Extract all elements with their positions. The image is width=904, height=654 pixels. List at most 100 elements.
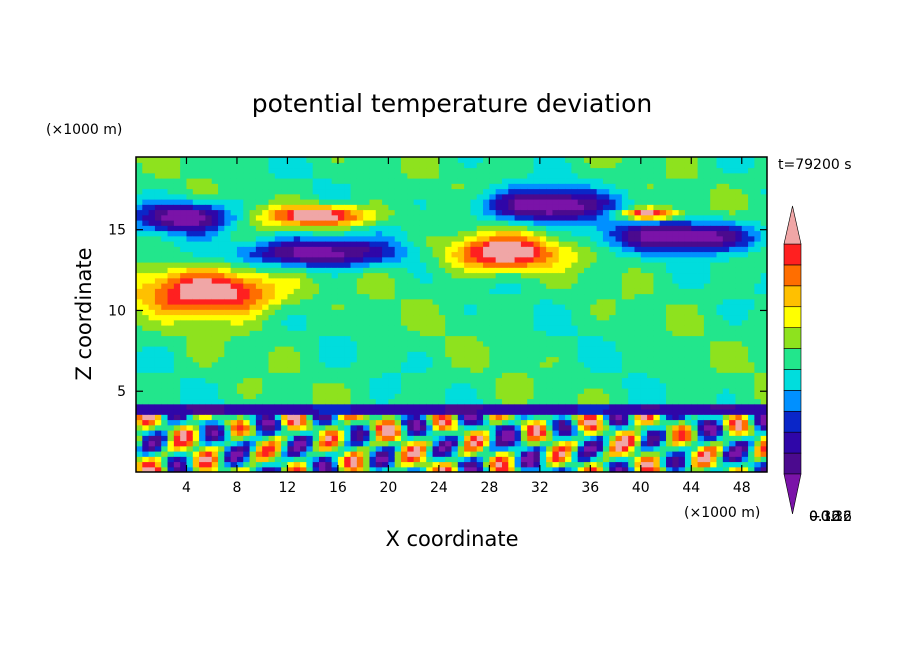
heatmap-cell (527, 241, 535, 247)
heatmap-cell (407, 304, 415, 310)
heatmap-cell (318, 319, 326, 326)
heatmap-cell (274, 335, 282, 342)
heatmap-cell (407, 346, 415, 352)
heatmap-cell (274, 157, 282, 163)
heatmap-cell (426, 340, 434, 347)
heatmap-cell (148, 319, 156, 326)
heatmap-cell (527, 419, 535, 426)
heatmap-cell (647, 209, 655, 216)
heatmap-cell (211, 330, 219, 337)
heatmap-cell (369, 283, 377, 289)
heatmap-cell (426, 403, 434, 410)
heatmap-cell (236, 398, 244, 405)
heatmap-cell (634, 466, 642, 472)
heatmap-cell (369, 277, 377, 284)
heatmap-cell (634, 283, 642, 289)
heatmap-cell (306, 435, 314, 442)
heatmap-cell (489, 157, 497, 163)
heatmap-cell (539, 388, 547, 394)
heatmap-cell (571, 435, 579, 442)
heatmap-cell (243, 277, 251, 284)
heatmap-cell (173, 403, 181, 410)
heatmap-cell (432, 430, 440, 436)
heatmap-cell (565, 330, 572, 337)
heatmap-cell (281, 466, 289, 472)
heatmap-cell (382, 204, 389, 211)
heatmap-cell (363, 340, 371, 347)
heatmap-cell (577, 346, 585, 352)
heatmap-cell (274, 456, 282, 463)
heatmap-cell (356, 199, 364, 205)
heatmap-cell (369, 351, 377, 358)
heatmap-cell (205, 398, 213, 405)
heatmap-cell (520, 183, 528, 190)
heatmap-cell (653, 382, 661, 389)
heatmap-cell (199, 293, 207, 300)
heatmap-cell (438, 351, 446, 358)
heatmap-cell (356, 214, 364, 221)
heatmap-cell (356, 288, 364, 295)
heatmap-cell (501, 314, 509, 321)
heatmap-cell (413, 351, 421, 358)
heatmap-cell (520, 246, 528, 253)
heatmap-cell (401, 340, 408, 347)
heatmap-cell (501, 456, 509, 463)
heatmap-cell (224, 267, 232, 274)
heatmap-cell (318, 157, 326, 163)
heatmap-cell (438, 440, 446, 447)
heatmap-cell (388, 314, 396, 321)
heatmap-cell (236, 319, 244, 326)
heatmap-cell (527, 235, 535, 242)
heatmap-cell (558, 251, 566, 258)
heatmap-cell (615, 430, 623, 436)
heatmap-cell (180, 435, 188, 442)
heatmap-cell (609, 241, 617, 247)
heatmap-cell (558, 293, 566, 300)
heatmap-cell (312, 346, 320, 352)
heatmap-cell (489, 172, 497, 179)
heatmap-cell (571, 225, 579, 232)
heatmap-cell (520, 403, 528, 410)
heatmap-cell (558, 382, 566, 389)
heatmap-cell (224, 351, 232, 358)
heatmap-cell (615, 199, 623, 205)
heatmap-cell (401, 283, 408, 289)
heatmap-cell (508, 157, 516, 163)
heatmap-cell (470, 325, 478, 331)
heatmap-cell (457, 241, 465, 247)
heatmap-cell (602, 393, 610, 400)
heatmap-cell (552, 372, 560, 379)
heatmap-cell (218, 372, 225, 379)
heatmap-cell (457, 356, 465, 363)
heatmap-cell (224, 398, 232, 405)
heatmap-cell (142, 267, 150, 274)
heatmap-cell (596, 398, 604, 405)
heatmap-cell (584, 419, 591, 426)
heatmap-cell (199, 214, 207, 221)
heatmap-cell (508, 361, 516, 368)
heatmap-cell (413, 193, 421, 200)
heatmap-cell (224, 414, 232, 421)
heatmap-cell (369, 409, 377, 415)
heatmap-cell (533, 293, 541, 300)
heatmap-cell (236, 356, 244, 363)
heatmap-cell (558, 393, 566, 400)
heatmap-cell (464, 288, 472, 295)
heatmap-cell (255, 456, 263, 463)
heatmap-cell (161, 325, 169, 331)
heatmap-cell (218, 430, 225, 436)
heatmap-cell (489, 251, 497, 258)
heatmap-cell (609, 298, 617, 305)
heatmap-cell (533, 162, 541, 169)
heatmap-cell (312, 414, 320, 421)
heatmap-cell (161, 167, 169, 174)
heatmap-cell (205, 414, 213, 421)
heatmap-cell (426, 304, 434, 310)
heatmap-cell (615, 309, 623, 316)
heatmap-cell (634, 435, 642, 442)
heatmap-cell (590, 162, 598, 169)
heatmap-cell (142, 424, 150, 431)
heatmap-cell (255, 451, 263, 457)
heatmap-cell (255, 162, 263, 169)
heatmap-cell (293, 461, 301, 468)
